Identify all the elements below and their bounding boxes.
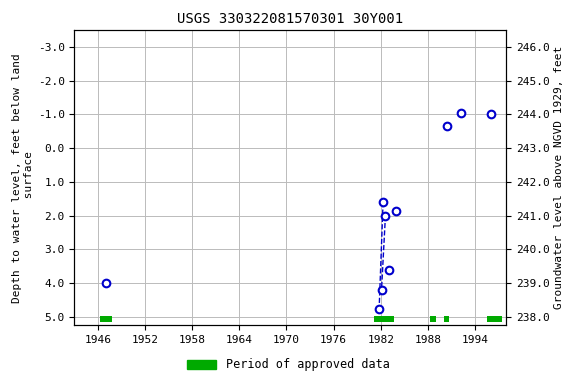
Legend: Period of approved data: Period of approved data [182,354,394,376]
Y-axis label: Groundwater level above NGVD 1929, feet: Groundwater level above NGVD 1929, feet [554,46,564,309]
Bar [444,316,449,322]
Bar [430,316,435,322]
Y-axis label: Depth to water level, feet below land
 surface: Depth to water level, feet below land su… [12,53,33,303]
Title: USGS 330322081570301 30Y001: USGS 330322081570301 30Y001 [177,12,403,26]
Bar [487,316,502,322]
Bar [374,316,394,322]
Bar [100,316,112,322]
